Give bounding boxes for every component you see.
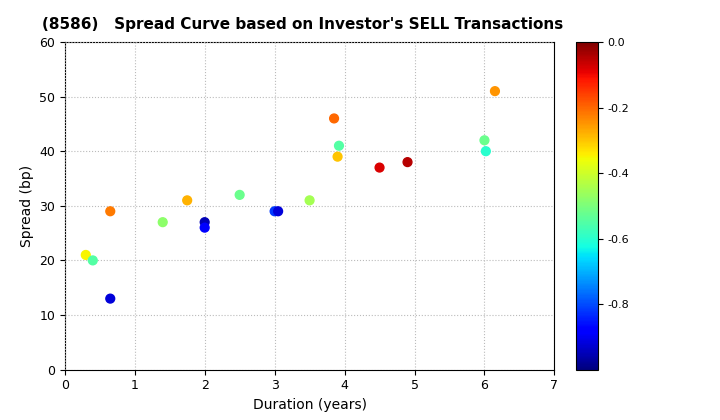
Point [304, 197, 315, 204]
Point [199, 219, 210, 226]
Point [402, 159, 413, 165]
Point [328, 115, 340, 122]
Point [157, 219, 168, 226]
Point [104, 208, 116, 215]
Point [374, 164, 385, 171]
Point [272, 208, 284, 215]
Point [234, 192, 246, 198]
Point [80, 252, 91, 258]
X-axis label: Duration (years): Duration (years) [253, 398, 366, 412]
Point [199, 224, 210, 231]
Y-axis label: Spread (bp): Spread (bp) [19, 165, 34, 247]
Point [480, 148, 492, 155]
Point [181, 197, 193, 204]
Point [333, 142, 345, 149]
Point [104, 295, 116, 302]
Point [489, 88, 500, 94]
Point [87, 257, 99, 264]
Point [332, 153, 343, 160]
Point [269, 208, 280, 215]
Text: (8586)   Spread Curve based on Investor's SELL Transactions: (8586) Spread Curve based on Investor's … [42, 17, 563, 32]
Point [479, 137, 490, 144]
